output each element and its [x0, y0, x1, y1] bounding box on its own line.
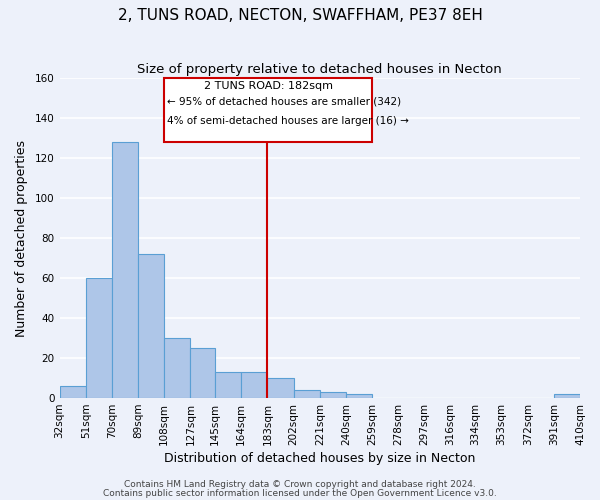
Bar	[112, 142, 138, 398]
Bar	[138, 254, 164, 398]
Bar	[346, 394, 372, 398]
Bar	[241, 372, 268, 398]
Text: ← 95% of detached houses are smaller (342): ← 95% of detached houses are smaller (34…	[167, 96, 401, 106]
Y-axis label: Number of detached properties: Number of detached properties	[15, 140, 28, 336]
Bar	[293, 390, 320, 398]
Bar	[215, 372, 241, 398]
Bar	[268, 378, 293, 398]
Bar	[86, 278, 112, 398]
Bar	[320, 392, 346, 398]
Bar	[59, 386, 86, 398]
Text: Contains public sector information licensed under the Open Government Licence v3: Contains public sector information licen…	[103, 488, 497, 498]
Title: Size of property relative to detached houses in Necton: Size of property relative to detached ho…	[137, 62, 502, 76]
Bar	[190, 348, 215, 398]
Text: 4% of semi-detached houses are larger (16) →: 4% of semi-detached houses are larger (1…	[167, 116, 409, 126]
FancyBboxPatch shape	[164, 78, 372, 142]
Text: 2 TUNS ROAD: 182sqm: 2 TUNS ROAD: 182sqm	[203, 80, 332, 90]
Bar	[554, 394, 580, 398]
Bar	[164, 338, 190, 398]
Text: 2, TUNS ROAD, NECTON, SWAFFHAM, PE37 8EH: 2, TUNS ROAD, NECTON, SWAFFHAM, PE37 8EH	[118, 8, 482, 22]
X-axis label: Distribution of detached houses by size in Necton: Distribution of detached houses by size …	[164, 452, 475, 465]
Text: Contains HM Land Registry data © Crown copyright and database right 2024.: Contains HM Land Registry data © Crown c…	[124, 480, 476, 489]
